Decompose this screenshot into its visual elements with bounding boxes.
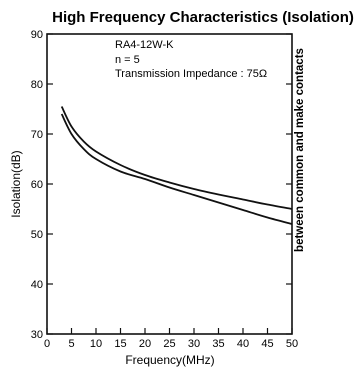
series-line-2 [60,113,293,225]
y-tick-label: 60 [31,179,43,191]
x-axis-label: Frequency(MHz) [125,353,214,367]
x-tick-label: 10 [90,338,102,350]
x-tick-label: 20 [139,338,151,350]
x-tick-label: 0 [44,338,50,350]
x-tick-label: 40 [237,338,249,350]
y-tick-label: 70 [31,129,43,141]
x-axis: 0 5 10 15 20 25 30 35 40 45 50 [44,328,298,350]
impedance-annotation: Transmission Impedance : 75Ω [115,68,267,80]
chart-title: High Frequency Characteristics (Isolatio… [52,9,354,26]
y-tick-label: 50 [31,229,43,241]
x-tick-label: 50 [286,338,298,350]
y-tick-label: 30 [31,329,43,341]
y-axis-label: Isolation(dB) [9,150,23,217]
x-tick-label: 45 [261,338,273,350]
y-tick-label: 90 [31,29,43,41]
model-annotation: RA4-12W-K [115,39,174,51]
x-tick-label: 25 [163,338,175,350]
series-line-1 [60,106,293,210]
x-tick-label: 30 [188,338,200,350]
contacts-side-label: between common and make contacts [294,48,306,252]
x-tick-label: 5 [68,338,74,350]
y-axis: 30 40 50 60 70 80 90 [31,29,292,341]
x-tick-label: 35 [212,338,224,350]
n-annotation: n = 5 [115,54,140,66]
y-tick-label: 80 [31,79,43,91]
y-tick-label: 40 [31,279,43,291]
x-tick-label: 15 [114,338,126,350]
series-group [60,106,293,225]
